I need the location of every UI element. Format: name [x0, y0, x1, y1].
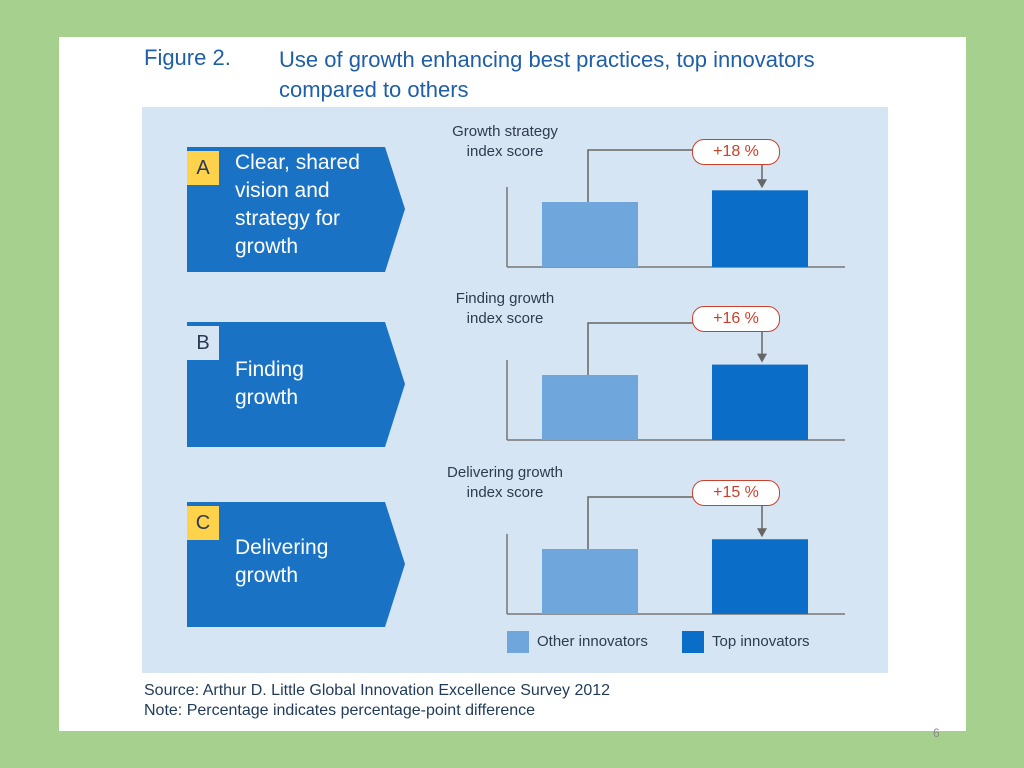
practice-label-a: Clear, shared vision and strategy for gr…	[235, 151, 360, 258]
page-number: 6	[933, 726, 940, 740]
bar-top-c	[712, 539, 808, 614]
difference-arrow-a	[587, 149, 763, 202]
arrow-head-a	[757, 179, 767, 189]
difference-arrow-c	[587, 496, 763, 549]
bar-top-a	[712, 190, 808, 267]
metric-label-b: Finding growth index score	[455, 290, 555, 327]
practice-letter-a: A	[187, 151, 219, 185]
figure-panel: A Clear, shared vision and strategy for …	[142, 107, 888, 673]
difference-badge-a: +18 %	[692, 139, 780, 165]
slide: Figure 2. Use of growth enhancing best p…	[59, 37, 966, 740]
arrow-head-b	[757, 353, 767, 363]
practice-label-b: Finding growth	[235, 358, 304, 409]
figure-number: Figure 2.	[144, 45, 231, 70]
practice-label-c: Delivering growth	[235, 536, 329, 587]
practice-letter-b: B	[187, 326, 219, 360]
chevron-shape	[187, 322, 405, 447]
legend-label-top: Top innovators	[712, 633, 810, 650]
practice-chevron-b: B Finding growth	[187, 322, 405, 447]
metric-label-a: Growth strategy index score	[452, 123, 558, 160]
bar-other-b	[542, 375, 638, 440]
difference-badge-b: +16 %	[692, 306, 780, 332]
legend-swatch-other	[507, 631, 529, 653]
chevron-shape	[187, 502, 405, 627]
bar-top-b	[712, 364, 808, 440]
arrow-head-c	[757, 528, 767, 538]
bar-charts	[506, 149, 845, 615]
legend-swatch-top	[682, 631, 704, 653]
legend-label-other: Other innovators	[537, 633, 648, 650]
metric-label-c: Delivering growth index score	[447, 464, 563, 501]
practice-chevron-a: A Clear, shared vision and strategy for …	[187, 147, 405, 272]
practice-letter-c: C	[187, 506, 219, 540]
bar-other-c	[542, 549, 638, 614]
bar-other-a	[542, 202, 638, 267]
chevron-shape	[187, 147, 405, 272]
difference-arrow-b	[587, 322, 763, 375]
practice-chevron-c: C Delivering growth	[187, 502, 405, 627]
source-note: Source: Arthur D. Little Global Innovati…	[144, 682, 611, 719]
difference-badge-c: +15 %	[692, 480, 780, 506]
figure-title: Use of growth enhancing best practices, …	[279, 47, 815, 102]
